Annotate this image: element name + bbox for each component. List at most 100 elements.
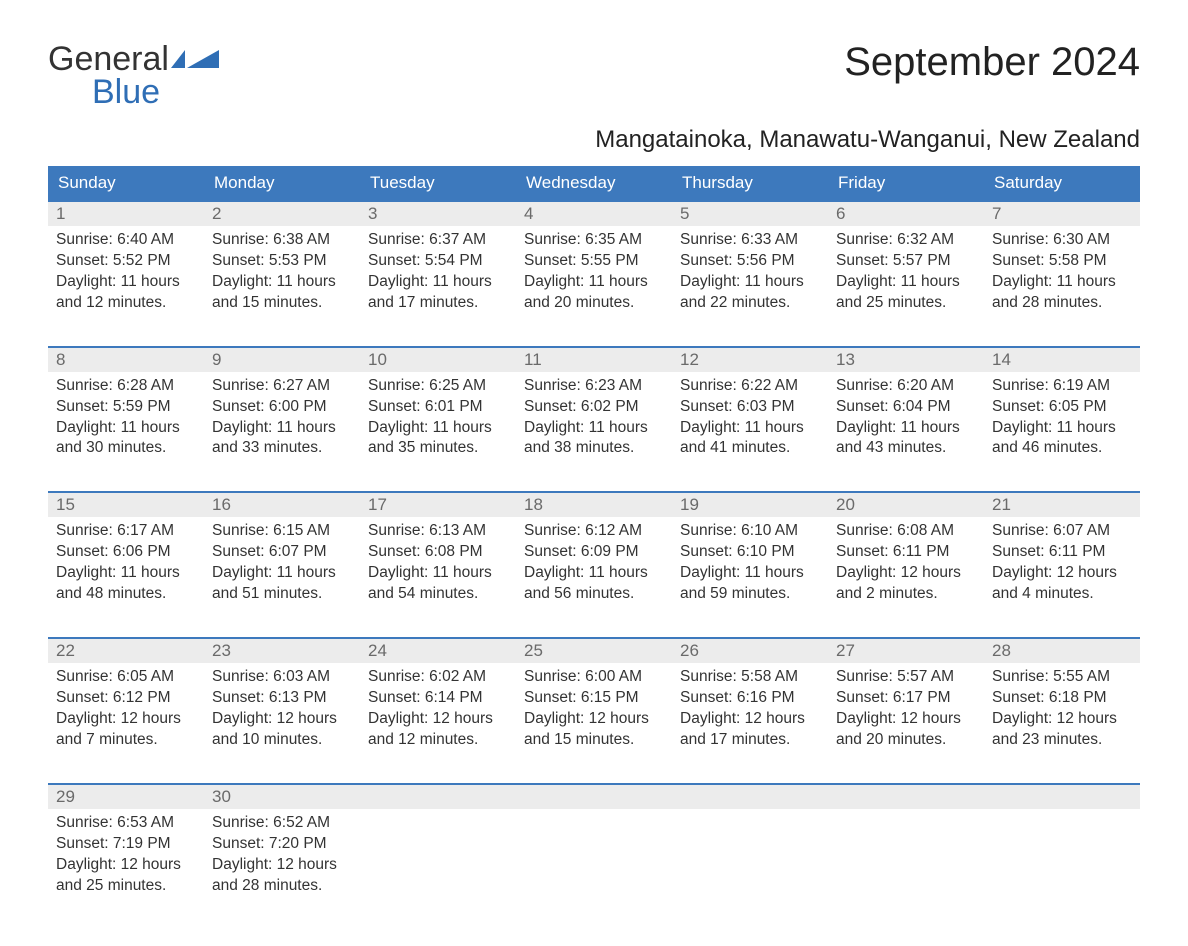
calendar-day	[984, 785, 1140, 907]
daylight-line: Daylight: 11 hours and 54 minutes.	[368, 563, 508, 605]
day-number-row: 9	[204, 348, 360, 372]
calendar-day: 14Sunrise: 6:19 AMSunset: 6:05 PMDayligh…	[984, 348, 1140, 470]
day-details: Sunrise: 6:53 AMSunset: 7:19 PMDaylight:…	[48, 809, 204, 907]
day-number-row: 28	[984, 639, 1140, 663]
daylight-line: Daylight: 11 hours and 59 minutes.	[680, 563, 820, 605]
sunset-line: Sunset: 6:09 PM	[524, 542, 664, 563]
calendar-day: 26Sunrise: 5:58 AMSunset: 6:16 PMDayligh…	[672, 639, 828, 761]
day-number-row: 4	[516, 202, 672, 226]
weekday-label: Friday	[828, 166, 984, 200]
day-details: Sunrise: 5:58 AMSunset: 6:16 PMDaylight:…	[672, 663, 828, 761]
day-number	[680, 787, 685, 806]
day-details: Sunrise: 6:17 AMSunset: 6:06 PMDaylight:…	[48, 517, 204, 615]
weekday-label: Sunday	[48, 166, 204, 200]
daylight-line: Daylight: 11 hours and 33 minutes.	[212, 418, 352, 460]
day-number-row: 21	[984, 493, 1140, 517]
daylight-line: Daylight: 11 hours and 51 minutes.	[212, 563, 352, 605]
day-details: Sunrise: 6:10 AMSunset: 6:10 PMDaylight:…	[672, 517, 828, 615]
calendar-day: 17Sunrise: 6:13 AMSunset: 6:08 PMDayligh…	[360, 493, 516, 615]
daylight-line: Daylight: 12 hours and 4 minutes.	[992, 563, 1132, 605]
sunrise-line: Sunrise: 5:58 AM	[680, 667, 820, 688]
brand-part2: Blue	[92, 73, 219, 112]
day-details: Sunrise: 6:07 AMSunset: 6:11 PMDaylight:…	[984, 517, 1140, 615]
day-number-row: 3	[360, 202, 516, 226]
sunset-line: Sunset: 6:05 PM	[992, 397, 1132, 418]
day-number: 20	[836, 495, 855, 514]
sunset-line: Sunset: 6:01 PM	[368, 397, 508, 418]
daylight-line: Daylight: 11 hours and 25 minutes.	[836, 272, 976, 314]
day-number-row: 25	[516, 639, 672, 663]
daylight-line: Daylight: 11 hours and 15 minutes.	[212, 272, 352, 314]
weekday-label: Thursday	[672, 166, 828, 200]
brand-logo: General Blue	[48, 40, 219, 112]
daylight-line: Daylight: 11 hours and 56 minutes.	[524, 563, 664, 605]
day-number-row: 20	[828, 493, 984, 517]
sunrise-line: Sunrise: 6:25 AM	[368, 376, 508, 397]
day-number-row: 23	[204, 639, 360, 663]
sunset-line: Sunset: 6:11 PM	[836, 542, 976, 563]
day-number-row: 1	[48, 202, 204, 226]
weekday-header: SundayMondayTuesdayWednesdayThursdayFrid…	[48, 166, 1140, 200]
day-details: Sunrise: 6:25 AMSunset: 6:01 PMDaylight:…	[360, 372, 516, 470]
calendar-day: 10Sunrise: 6:25 AMSunset: 6:01 PMDayligh…	[360, 348, 516, 470]
calendar-day: 25Sunrise: 6:00 AMSunset: 6:15 PMDayligh…	[516, 639, 672, 761]
day-details: Sunrise: 6:35 AMSunset: 5:55 PMDaylight:…	[516, 226, 672, 324]
day-details: Sunrise: 6:23 AMSunset: 6:02 PMDaylight:…	[516, 372, 672, 470]
day-number: 1	[56, 204, 65, 223]
day-number: 8	[56, 350, 65, 369]
weekday-label: Tuesday	[360, 166, 516, 200]
day-details: Sunrise: 5:57 AMSunset: 6:17 PMDaylight:…	[828, 663, 984, 761]
day-number: 17	[368, 495, 387, 514]
day-details	[984, 809, 1140, 823]
day-number: 16	[212, 495, 231, 514]
daylight-line: Daylight: 11 hours and 48 minutes.	[56, 563, 196, 605]
calendar-day: 27Sunrise: 5:57 AMSunset: 6:17 PMDayligh…	[828, 639, 984, 761]
weekday-label: Monday	[204, 166, 360, 200]
daylight-line: Daylight: 12 hours and 17 minutes.	[680, 709, 820, 751]
calendar-day: 28Sunrise: 5:55 AMSunset: 6:18 PMDayligh…	[984, 639, 1140, 761]
calendar-day: 7 Sunrise: 6:30 AMSunset: 5:58 PMDaylight…	[984, 202, 1140, 324]
sunset-line: Sunset: 6:07 PM	[212, 542, 352, 563]
day-number: 9	[212, 350, 221, 369]
day-number: 7	[992, 204, 1001, 223]
weekday-label: Saturday	[984, 166, 1140, 200]
calendar-day: 19Sunrise: 6:10 AMSunset: 6:10 PMDayligh…	[672, 493, 828, 615]
day-number-row: 18	[516, 493, 672, 517]
calendar-day: 5Sunrise: 6:33 AMSunset: 5:56 PMDaylight…	[672, 202, 828, 324]
day-number-row: 8	[48, 348, 204, 372]
sunset-line: Sunset: 5:59 PM	[56, 397, 196, 418]
sunrise-line: Sunrise: 6:05 AM	[56, 667, 196, 688]
sunset-line: Sunset: 5:57 PM	[836, 251, 976, 272]
day-details: Sunrise: 6:40 AMSunset: 5:52 PMDaylight:…	[48, 226, 204, 324]
sunrise-line: Sunrise: 6:22 AM	[680, 376, 820, 397]
daylight-line: Daylight: 11 hours and 20 minutes.	[524, 272, 664, 314]
calendar-day: 12Sunrise: 6:22 AMSunset: 6:03 PMDayligh…	[672, 348, 828, 470]
daylight-line: Daylight: 11 hours and 35 minutes.	[368, 418, 508, 460]
sunrise-line: Sunrise: 6:52 AM	[212, 813, 352, 834]
day-details: Sunrise: 6:30 AMSunset: 5:58 PMDaylight:…	[984, 226, 1140, 324]
day-details	[516, 809, 672, 823]
calendar-day: 4Sunrise: 6:35 AMSunset: 5:55 PMDaylight…	[516, 202, 672, 324]
day-details: Sunrise: 6:20 AMSunset: 6:04 PMDaylight:…	[828, 372, 984, 470]
day-number-row: 6	[828, 202, 984, 226]
daylight-line: Daylight: 11 hours and 41 minutes.	[680, 418, 820, 460]
calendar-day: 18Sunrise: 6:12 AMSunset: 6:09 PMDayligh…	[516, 493, 672, 615]
calendar-day: 24Sunrise: 6:02 AMSunset: 6:14 PMDayligh…	[360, 639, 516, 761]
day-number	[836, 787, 841, 806]
calendar: SundayMondayTuesdayWednesdayThursdayFrid…	[48, 166, 1140, 906]
sunrise-line: Sunrise: 6:23 AM	[524, 376, 664, 397]
day-number: 23	[212, 641, 231, 660]
sunrise-line: Sunrise: 6:15 AM	[212, 521, 352, 542]
day-number-row: 13	[828, 348, 984, 372]
sunset-line: Sunset: 5:53 PM	[212, 251, 352, 272]
day-number	[368, 787, 373, 806]
calendar-day: 15Sunrise: 6:17 AMSunset: 6:06 PMDayligh…	[48, 493, 204, 615]
sunset-line: Sunset: 5:55 PM	[524, 251, 664, 272]
calendar-day	[516, 785, 672, 907]
daylight-line: Daylight: 12 hours and 20 minutes.	[836, 709, 976, 751]
day-details: Sunrise: 5:55 AMSunset: 6:18 PMDaylight:…	[984, 663, 1140, 761]
daylight-line: Daylight: 11 hours and 28 minutes.	[992, 272, 1132, 314]
day-number-row: 10	[360, 348, 516, 372]
sunset-line: Sunset: 5:58 PM	[992, 251, 1132, 272]
sunrise-line: Sunrise: 6:37 AM	[368, 230, 508, 251]
